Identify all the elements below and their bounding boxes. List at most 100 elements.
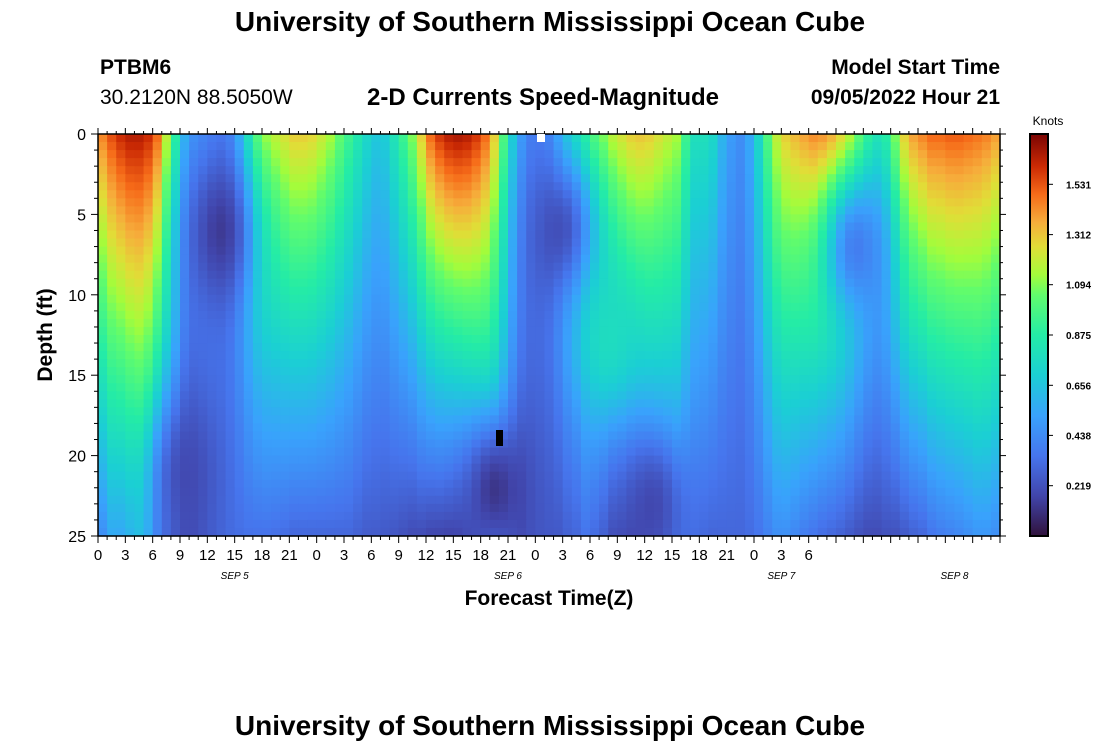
heatmap-cell <box>899 254 910 264</box>
heatmap-cell <box>845 487 855 497</box>
heatmap-cell <box>298 463 309 473</box>
heatmap-cell <box>562 158 573 167</box>
heatmap-cell <box>189 487 199 497</box>
heatmap-cell <box>271 246 281 256</box>
heatmap-cell <box>189 318 199 328</box>
heatmap-cell <box>380 503 391 513</box>
heatmap-cell <box>125 399 136 408</box>
heatmap-cell <box>608 222 618 232</box>
heatmap-cell <box>599 230 609 240</box>
heatmap-cell <box>170 487 181 497</box>
heatmap-cell <box>544 399 555 408</box>
heatmap-cell <box>189 527 199 537</box>
heatmap-cell <box>444 198 454 207</box>
heatmap-cell <box>763 318 773 328</box>
heatmap-cell <box>653 302 664 312</box>
heatmap-cell <box>863 471 874 481</box>
heatmap-cell <box>526 310 536 320</box>
heatmap-cell <box>371 519 382 529</box>
heatmap-cell <box>225 270 236 280</box>
heatmap-cell <box>662 511 673 521</box>
heatmap-cell <box>644 230 655 240</box>
heatmap-cell <box>817 286 828 296</box>
heatmap-cell <box>590 310 600 320</box>
heatmap-cell <box>416 198 427 207</box>
heatmap-cell <box>580 431 591 441</box>
heatmap-cell <box>981 206 992 215</box>
heatmap-cell <box>626 206 637 215</box>
heatmap-cell <box>271 471 281 481</box>
heatmap-cell <box>471 399 482 408</box>
heatmap-cell <box>817 294 828 304</box>
heatmap-cell <box>726 198 737 207</box>
heatmap-cell <box>808 302 819 312</box>
heatmap-cell <box>471 503 482 513</box>
heatmap-cell <box>398 495 409 505</box>
heatmap-cell <box>143 254 154 264</box>
page-title: University of Southern Mississippi Ocean… <box>234 6 866 37</box>
heatmap-cell <box>334 246 345 256</box>
heatmap-cell <box>717 383 728 392</box>
heatmap-cell <box>881 310 892 320</box>
heatmap-cell <box>690 166 700 175</box>
heatmap-cell <box>690 294 700 304</box>
heatmap-cell <box>107 503 117 513</box>
heatmap-cell <box>225 174 236 183</box>
heatmap-cell <box>198 335 208 344</box>
heatmap-cell <box>717 278 728 288</box>
heatmap-cell <box>161 479 172 489</box>
heatmap-cell <box>407 423 418 433</box>
heatmap-cell <box>134 230 145 240</box>
heatmap-cell <box>298 198 309 207</box>
heatmap-cell <box>307 511 318 521</box>
heatmap-cell <box>243 150 254 159</box>
heatmap-cell <box>508 463 518 473</box>
heatmap-cell <box>963 503 974 513</box>
heatmap-cell <box>416 455 427 465</box>
heatmap-cell <box>845 254 855 264</box>
heatmap-cell <box>216 222 227 232</box>
heatmap-cell <box>480 455 491 465</box>
heatmap-cell <box>362 447 372 457</box>
heatmap-cell <box>599 326 609 336</box>
heatmap-cell <box>763 471 773 481</box>
heatmap-cell <box>708 375 719 384</box>
heatmap-cell <box>690 439 700 449</box>
heatmap-cell <box>890 246 901 256</box>
heatmap-cell <box>216 375 227 384</box>
heatmap-cell <box>708 527 719 537</box>
heatmap-cell <box>116 270 126 280</box>
heatmap-cell <box>544 463 555 473</box>
heatmap-cell <box>699 262 710 272</box>
heatmap-cell <box>863 343 874 352</box>
heatmap-cell <box>161 286 172 296</box>
heatmap-cell <box>453 423 464 433</box>
heatmap-cell <box>498 182 509 191</box>
heatmap-cell <box>107 447 117 457</box>
heatmap-cell <box>972 174 983 183</box>
heatmap-cell <box>498 455 509 465</box>
heatmap-cell <box>653 214 664 224</box>
heatmap-cell <box>945 367 956 376</box>
heatmap-cell <box>462 270 473 280</box>
heatmap-cell <box>380 230 391 240</box>
heatmap-cell <box>134 519 145 529</box>
heatmap-cell <box>152 367 163 376</box>
heatmap-cell <box>690 391 700 400</box>
heatmap-cell <box>498 214 509 224</box>
heatmap-cell <box>826 190 837 199</box>
heatmap-cell <box>817 511 828 521</box>
heatmap-cell <box>344 431 354 441</box>
heatmap-cell <box>927 238 937 248</box>
heatmap-cell <box>562 302 573 312</box>
heatmap-cell <box>508 423 518 433</box>
heatmap-cell <box>426 190 436 199</box>
heatmap-cell <box>872 415 883 425</box>
heatmap-cell <box>590 246 600 256</box>
heatmap-cell <box>799 463 810 473</box>
heatmap-cell <box>963 511 974 521</box>
heatmap-cell <box>143 359 154 368</box>
heatmap-cell <box>107 270 117 280</box>
heatmap-cell <box>845 463 855 473</box>
heatmap-cell <box>653 150 664 159</box>
